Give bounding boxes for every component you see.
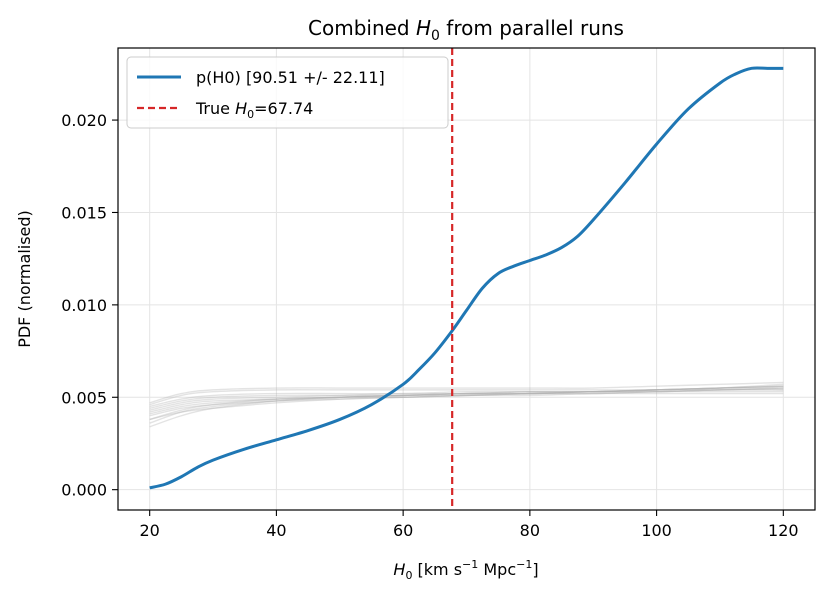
- legend: p(H0) [90.51 +/- 22.11] True H0=67.74: [126, 56, 449, 129]
- y-axis-ticks: 0.000 0.005 0.010 0.015 0.020: [61, 111, 118, 500]
- run-curve: [149, 381, 784, 404]
- y-tick-label: 0.000: [61, 481, 107, 500]
- x-tick-label: 120: [768, 521, 799, 540]
- chart-title-prefix: Combined: [308, 16, 416, 40]
- x-axis-label-symbol: H: [393, 560, 405, 579]
- run-curve: [149, 387, 784, 415]
- y-tick-label: 0.015: [61, 203, 107, 222]
- run-curve: [149, 387, 784, 424]
- chart-title-suffix: from parallel runs: [440, 16, 624, 40]
- x-tick-label: 60: [393, 521, 413, 540]
- y-axis-label: PDF (normalised): [15, 210, 34, 348]
- series-layer: [149, 48, 784, 510]
- run-curve: [149, 385, 784, 428]
- combined-posterior-line: [149, 66, 784, 490]
- x-tick-label: 100: [641, 521, 672, 540]
- y-tick-label: 0.020: [61, 111, 107, 130]
- x-axis-label: H0 [km s−1 Mpc−1]: [393, 558, 538, 582]
- legend-true-prefix: True: [195, 99, 235, 118]
- chart-title-symbol: H: [416, 16, 431, 40]
- chart-title: Combined H0 from parallel runs: [308, 16, 624, 44]
- legend-true-sub: 0: [247, 108, 254, 121]
- legend-true-suffix: =67.74: [254, 99, 313, 118]
- x-tick-label: 40: [266, 521, 286, 540]
- run-curve: [149, 392, 784, 413]
- x-axis-label-sup-a: −1: [462, 558, 478, 571]
- plot-frame: [117, 47, 816, 511]
- chart-title-sub: 0: [431, 28, 440, 44]
- run-curve: [149, 385, 784, 421]
- legend-true-label: True H0=67.74: [195, 99, 313, 121]
- run-curve: [149, 383, 784, 408]
- run-curves: [149, 381, 784, 428]
- y-tick-label: 0.010: [61, 296, 107, 315]
- legend-box: [126, 56, 449, 129]
- run-curve: [149, 387, 784, 406]
- run-curve: [149, 385, 784, 411]
- run-curve: [149, 390, 784, 417]
- x-axis-label-units-c: ]: [532, 560, 538, 579]
- x-tick-label: 20: [140, 521, 160, 540]
- x-axis-label-sub: 0: [405, 569, 412, 582]
- x-axis-label-sup-b: −1: [516, 558, 532, 571]
- run-curve: [149, 389, 784, 410]
- run-curve: [149, 389, 784, 421]
- x-axis-ticks: 20 40 60 80 100 120: [140, 510, 799, 540]
- x-tick-label: 80: [520, 521, 540, 540]
- x-axis-label-units-b: Mpc: [478, 560, 516, 579]
- x-axis-label-units-a: [km s: [412, 560, 462, 579]
- legend-true-symbol: H: [235, 99, 247, 118]
- y-tick-label: 0.005: [61, 388, 107, 407]
- legend-combined-label: p(H0) [90.51 +/- 22.11]: [196, 68, 385, 87]
